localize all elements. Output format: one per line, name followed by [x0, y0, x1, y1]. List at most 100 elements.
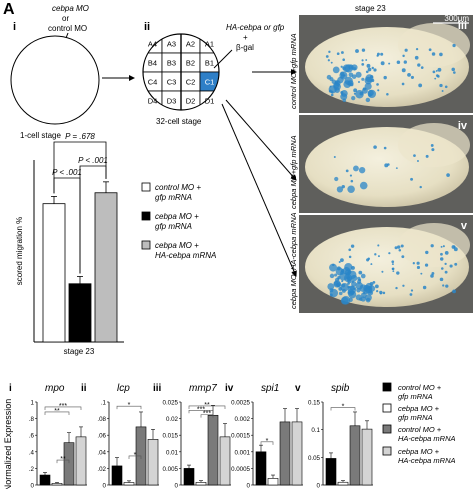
y-tick-label: 0.025	[163, 400, 179, 407]
sig-bracket	[260, 441, 274, 445]
stained-cell	[444, 262, 447, 265]
stained-cell	[391, 267, 395, 271]
stained-cell	[367, 67, 372, 72]
stained-cell	[342, 58, 345, 62]
stained-cell	[353, 88, 358, 93]
p-bracket-ctrl-vs-mo-label: P < .001	[52, 168, 82, 177]
stained-cell	[434, 77, 437, 80]
sig-label: ***	[197, 406, 205, 413]
stained-cell	[383, 75, 387, 80]
legend-line2: HA-cebpa mRNA	[155, 251, 216, 260]
migration-bar	[42, 203, 66, 343]
stained-cell	[376, 54, 379, 57]
stained-cell	[440, 245, 443, 248]
sig-bracket	[128, 455, 142, 459]
stained-cluster-cell	[351, 64, 358, 71]
expression-bar	[255, 451, 267, 486]
inject-label: HA-cebpa or gfp + β-gal	[226, 23, 285, 52]
blastomere-label-c2: C2	[186, 78, 196, 87]
subpanel-i-label: i	[13, 21, 16, 33]
stained-cluster-cell	[329, 288, 339, 298]
thirty-two-cell-embryo: A4 A3 A2 A1 B4 B3 B2 B1 C4 C3 C2 C1 D4 D3 D2 D1	[142, 33, 220, 111]
mo-label: cebpa MO or control MO	[48, 4, 89, 33]
stained-cell	[451, 67, 455, 72]
scale-bar-label: 300μm	[444, 14, 469, 23]
embryo-roman-label: iv	[458, 120, 468, 132]
sig-bracket	[188, 410, 214, 414]
expression-bar	[183, 468, 195, 486]
legend-line2: HA-cebpa mRNA	[398, 456, 456, 465]
legend-line1: cebpa MO +	[155, 241, 199, 250]
y-tick-label: .1	[101, 400, 107, 407]
chart-roman: iv	[225, 383, 234, 394]
stained-cell	[449, 264, 453, 268]
stained-cluster-cell	[344, 76, 353, 86]
chart-roman: v	[295, 383, 301, 394]
stained-cluster-cell	[340, 296, 349, 305]
sig-label: *	[266, 438, 269, 445]
expression-bar	[123, 482, 135, 486]
expression-bar	[147, 439, 159, 486]
y-axis-label: scored migration %	[15, 217, 24, 285]
stained-cluster-cell	[336, 186, 344, 193]
stage-label-top: stage 23	[355, 4, 386, 13]
stained-cell	[416, 160, 419, 162]
stained-cell	[392, 270, 395, 273]
stained-cell	[407, 72, 411, 77]
stained-cell	[412, 262, 415, 265]
stained-cell	[439, 277, 444, 282]
embryo-panel-v: v cebpa MO+HA-cebpa mRNA	[289, 213, 473, 313]
expression-chart-spib: v spib 0 0.05 0.1 0.15 *	[295, 383, 373, 489]
stained-cell	[453, 71, 456, 74]
p-bracket-ctrl-vs-rescue	[53, 141, 107, 194]
expression-bar	[349, 425, 361, 486]
p-bracket-mo-vs-rescue	[79, 165, 107, 274]
legend-line2: gfp mRNA	[398, 413, 433, 422]
stained-cell	[453, 245, 456, 248]
panel-letter: A	[3, 1, 15, 18]
thirty-two-cell-stage-label: 32-cell stage	[156, 117, 202, 126]
stained-cell	[444, 270, 448, 274]
stained-cluster-cell	[326, 74, 332, 80]
stained-cell	[415, 47, 419, 51]
stained-cell	[454, 262, 458, 266]
y-tick-label: 0	[103, 483, 107, 489]
expression-bar	[267, 478, 279, 486]
y-tick-label: 0.0005	[231, 466, 250, 473]
stained-cell	[400, 244, 404, 248]
stained-cell	[365, 59, 368, 61]
inject-label-line2: +	[243, 33, 248, 42]
stained-cell	[382, 291, 386, 295]
legend-line2: HA-cebpa mRNA	[398, 434, 456, 443]
y-tick-label: .6	[29, 433, 35, 440]
stained-cell	[435, 69, 438, 72]
embryo-head	[398, 23, 470, 67]
stained-cluster-cell	[334, 176, 339, 182]
legend-swatch	[382, 446, 392, 456]
stained-cluster-cell	[329, 263, 338, 272]
y-tick-label: 0.1	[311, 427, 320, 434]
stained-cluster-cell	[341, 283, 346, 288]
stained-cell	[440, 252, 443, 256]
stained-cell	[409, 293, 413, 296]
chart-roman: ii	[81, 383, 87, 394]
stained-cluster-cell	[356, 288, 361, 293]
stained-cluster-cell	[364, 82, 372, 90]
blastomere-label-d4: D4	[148, 97, 158, 106]
y-tick-label: 1	[31, 400, 35, 407]
stained-cluster-cell	[365, 294, 372, 301]
embryo-panel-iv: iv cebpa MO+gfp mRNA	[289, 115, 473, 213]
stained-cell	[391, 263, 394, 266]
stained-cell	[410, 75, 414, 79]
stained-cell	[336, 52, 340, 56]
stained-cell	[410, 177, 414, 181]
stained-cell	[330, 61, 333, 64]
stained-cell	[403, 60, 407, 64]
stained-cell	[444, 85, 448, 89]
stained-cluster-cell	[334, 273, 338, 277]
y-tick-label: 0.005	[163, 466, 179, 473]
y-tick-label: 0	[31, 483, 35, 489]
migration-bar	[94, 192, 118, 343]
stained-cell	[396, 60, 401, 65]
